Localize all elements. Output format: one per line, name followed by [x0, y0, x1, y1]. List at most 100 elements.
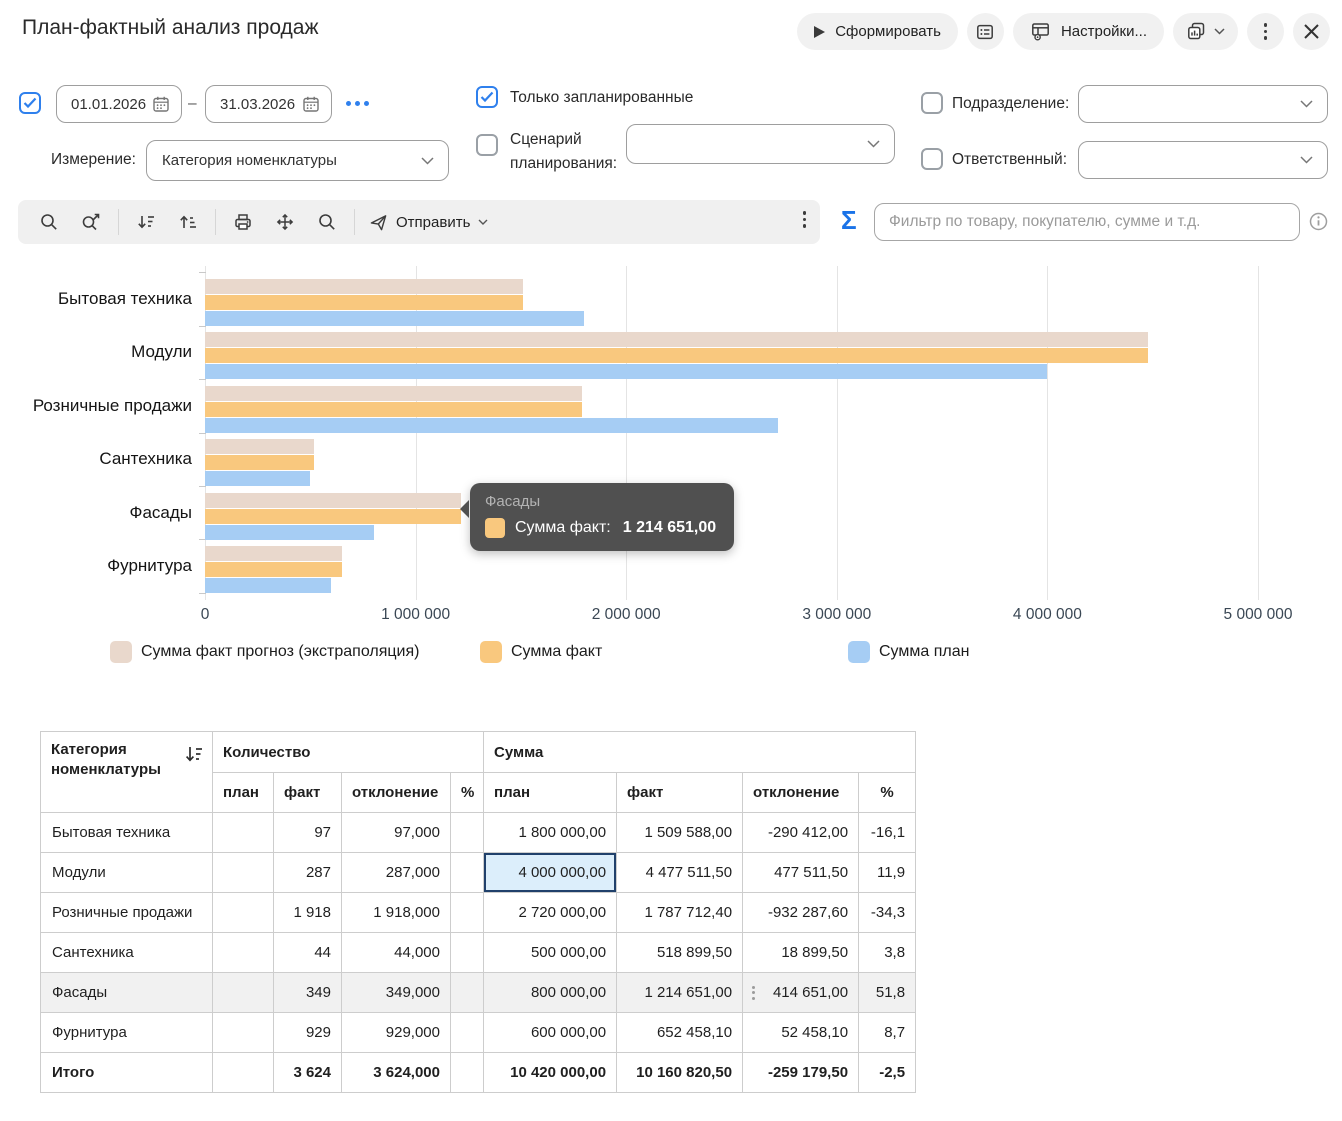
- cell-category[interactable]: Модули: [40, 852, 213, 893]
- bar-forecast[interactable]: [205, 332, 1148, 348]
- toolbar-more-button[interactable]: [802, 211, 806, 228]
- department-checkbox[interactable]: [921, 92, 943, 114]
- cell-sum_plan[interactable]: 10 420 000,00: [483, 1052, 618, 1093]
- close-button[interactable]: [1293, 13, 1330, 50]
- cell-qty_plan[interactable]: [212, 932, 274, 973]
- period-to-field[interactable]: 31.03.2026: [205, 85, 332, 123]
- report-variants-button[interactable]: [1173, 13, 1238, 50]
- bar-fact[interactable]: [205, 508, 461, 524]
- legend-item[interactable]: Сумма план: [848, 641, 969, 663]
- bar-plan[interactable]: [205, 364, 1048, 380]
- cell-sum_dev[interactable]: -932 287,60: [742, 892, 860, 933]
- filter-info-button[interactable]: [1308, 211, 1329, 232]
- scenario-select[interactable]: [626, 124, 895, 164]
- bar-plan[interactable]: [205, 524, 374, 540]
- cell-sum_pct[interactable]: 51,8: [858, 972, 917, 1013]
- sort-descending-button[interactable]: [125, 204, 167, 240]
- sort-descending-icon[interactable]: [184, 744, 204, 766]
- cell-qty_plan[interactable]: [212, 1012, 274, 1053]
- cell-sum_pct[interactable]: 3,8: [858, 932, 917, 973]
- sort-ascending-button[interactable]: [167, 204, 209, 240]
- cell-sum_dev[interactable]: 18 899,50: [742, 932, 860, 973]
- responsible-select[interactable]: [1078, 141, 1328, 179]
- column-group-sum_group[interactable]: Сумма: [483, 731, 917, 773]
- cell-qty_fact[interactable]: 349: [273, 972, 342, 1013]
- legend-item[interactable]: Сумма факт прогноз (экстраполяция): [110, 641, 419, 663]
- cell-qty_plan[interactable]: [212, 1052, 274, 1093]
- cell-sum_fact[interactable]: 652 458,10: [616, 1012, 744, 1053]
- cell-sum_fact[interactable]: 10 160 820,50: [616, 1052, 744, 1093]
- column-group-quantity_group[interactable]: Количество: [211, 731, 485, 773]
- cell-sum_pct[interactable]: 8,7: [858, 1012, 917, 1053]
- cell-category[interactable]: Итого: [40, 1052, 213, 1093]
- print-button[interactable]: [222, 204, 264, 240]
- bar-fact[interactable]: [205, 455, 315, 471]
- cell-qty_pct[interactable]: [449, 812, 485, 853]
- bar-forecast[interactable]: [205, 492, 461, 508]
- cell-menu-icon[interactable]: [752, 985, 756, 1000]
- search-next-button[interactable]: [70, 204, 112, 240]
- column-header-qty_pct[interactable]: %: [449, 772, 485, 813]
- search-button[interactable]: [28, 204, 70, 240]
- cell-qty_pct[interactable]: [449, 852, 485, 893]
- dimension-select[interactable]: Категория номенклатуры: [146, 140, 449, 181]
- period-from-field[interactable]: 01.01.2026: [56, 85, 182, 123]
- column-header-qty_fact[interactable]: факт: [273, 772, 342, 813]
- bar-fact[interactable]: [205, 348, 1148, 364]
- column-header-qty_plan[interactable]: план: [212, 772, 274, 813]
- bar-plan[interactable]: [205, 471, 311, 487]
- department-select[interactable]: [1078, 85, 1328, 123]
- bar-fact[interactable]: [205, 562, 343, 577]
- cell-qty_pct[interactable]: [449, 972, 485, 1013]
- cell-category[interactable]: Розничные продажи: [40, 892, 213, 933]
- cell-sum_dev[interactable]: -259 179,50: [742, 1052, 860, 1093]
- cell-sum_dev[interactable]: -290 412,00: [742, 812, 860, 853]
- cell-sum_fact[interactable]: 518 899,50: [616, 932, 744, 973]
- bar-forecast[interactable]: [205, 439, 315, 455]
- only-planned-checkbox[interactable]: [476, 86, 498, 108]
- cell-sum_plan[interactable]: 800 000,00: [483, 972, 618, 1013]
- quick-filter-input[interactable]: [874, 203, 1300, 241]
- cell-qty_dev[interactable]: 929,000: [341, 1012, 451, 1053]
- scenario-checkbox[interactable]: [476, 134, 498, 156]
- cell-qty_fact[interactable]: 44: [273, 932, 342, 973]
- column-header-sum_plan[interactable]: план: [483, 772, 618, 813]
- cell-qty_dev[interactable]: 349,000: [341, 972, 451, 1013]
- column-header-sum_pct[interactable]: %: [858, 772, 917, 813]
- more-actions-button[interactable]: [1247, 13, 1284, 50]
- generate-button[interactable]: Сформировать: [797, 13, 958, 50]
- zoom-button[interactable]: [306, 204, 348, 240]
- cell-qty_pct[interactable]: [449, 1052, 485, 1093]
- cell-qty_pct[interactable]: [449, 1012, 485, 1053]
- bar-plan[interactable]: [205, 311, 585, 326]
- send-button[interactable]: Отправить: [361, 213, 496, 232]
- cell-sum_pct[interactable]: -34,3: [858, 892, 917, 933]
- totals-toggle-button[interactable]: Σ: [841, 205, 857, 235]
- bar-forecast[interactable]: [205, 546, 343, 561]
- period-more-button[interactable]: [346, 101, 369, 106]
- cell-sum_plan[interactable]: 500 000,00: [483, 932, 618, 973]
- cell-qty_fact[interactable]: 929: [273, 1012, 342, 1053]
- cell-sum_plan[interactable]: 600 000,00: [483, 1012, 618, 1053]
- cell-qty_fact[interactable]: 287: [273, 852, 342, 893]
- cell-sum_fact[interactable]: 1 509 588,00: [616, 812, 744, 853]
- bar-fact[interactable]: [205, 295, 523, 310]
- cell-sum_plan[interactable]: 1 800 000,00: [483, 812, 618, 853]
- cell-qty_dev[interactable]: 97,000: [341, 812, 451, 853]
- bar-forecast[interactable]: [205, 385, 582, 401]
- cell-category[interactable]: Фурнитура: [40, 1012, 213, 1053]
- cell-qty_plan[interactable]: [212, 852, 274, 893]
- cell-qty_fact[interactable]: 97: [273, 812, 342, 853]
- cell-qty_plan[interactable]: [212, 812, 274, 853]
- move-button[interactable]: [264, 204, 306, 240]
- column-header-sum_dev[interactable]: отклонение: [742, 772, 860, 813]
- legend-item[interactable]: Сумма факт: [480, 641, 602, 663]
- bar-forecast[interactable]: [205, 279, 523, 294]
- cell-sum_fact[interactable]: 1 214 651,00: [616, 972, 744, 1013]
- period-checkbox[interactable]: [19, 92, 41, 114]
- cell-sum_pct[interactable]: -2,5: [858, 1052, 917, 1093]
- cell-sum_plan[interactable]: 4 000 000,00: [483, 852, 618, 893]
- cell-qty_fact[interactable]: 3 624: [273, 1052, 342, 1093]
- cell-category[interactable]: Фасады: [40, 972, 213, 1013]
- bar-plan[interactable]: [205, 578, 332, 593]
